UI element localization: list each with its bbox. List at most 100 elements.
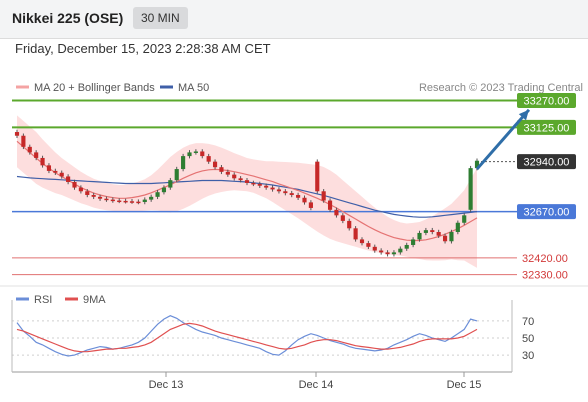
target-arrow-head: [518, 109, 529, 121]
candle-body-7: [59, 172, 64, 177]
candle-body-40: [270, 187, 275, 190]
candle-body-16: [117, 200, 122, 203]
candle-body-72: [474, 160, 480, 169]
legend-label-rsi: RSI: [34, 294, 52, 306]
candle-body-47: [315, 161, 320, 192]
candle-body-43: [289, 193, 294, 195]
target-arrow-shaft: [475, 108, 531, 171]
rsi-ma-line: [16, 322, 478, 353]
candle-body-31: [212, 161, 218, 168]
candle-body-28: [193, 151, 198, 153]
level-label-0: 33270.00: [524, 96, 570, 108]
candle-body-14: [104, 198, 109, 201]
chart-header: Nikkei 225 (OSE) 30 MIN: [0, 0, 588, 39]
candle-body-2: [27, 146, 32, 153]
rsi-tick-1: 50: [522, 333, 534, 345]
level-badge-3: [517, 204, 576, 220]
candle-body-44: [296, 194, 301, 198]
candle-body-37: [251, 182, 256, 185]
bollinger-band: [17, 115, 477, 268]
candle-body-50: [334, 209, 339, 216]
level-badge-1: [517, 119, 576, 135]
rsi-tick-0: 70: [522, 316, 534, 328]
level-label-4: 32420.00: [522, 253, 568, 265]
candle-body-48: [321, 191, 326, 201]
level-label-3: 32670.00: [524, 207, 570, 219]
legend-label-ma50: MA 50: [178, 82, 209, 94]
x-tick-label-0: Dec 13: [149, 379, 184, 391]
candle-body-4: [40, 157, 45, 166]
candle-body-71: [468, 168, 473, 210]
candle-body-12: [91, 194, 96, 197]
candle-body-35: [238, 178, 243, 181]
level-badge-2: [517, 154, 576, 170]
candle-body-10: [78, 187, 83, 192]
candle-body-59: [391, 252, 397, 255]
candle-body-18: [129, 201, 135, 203]
candle-body-32: [219, 167, 224, 172]
candle-body-22: [155, 192, 160, 197]
candle-body-41: [276, 189, 282, 192]
candle-body-62: [411, 239, 416, 245]
rsi-tick-2: 30: [522, 350, 534, 362]
watermark-text: Research © 2023 Trading Central: [419, 82, 583, 94]
candle-body-68: [449, 232, 454, 242]
candle-body-33: [225, 171, 230, 175]
candle-body-57: [379, 250, 384, 253]
candle-body-58: [385, 252, 390, 255]
x-tick-label-2: Dec 15: [447, 379, 482, 391]
level-label-5: 32330.00: [522, 270, 568, 282]
datetime-label: Friday, December 15, 2023 2:28:38 AM CET: [15, 41, 271, 56]
candle-body-20: [142, 199, 147, 203]
candle-body-5: [46, 165, 52, 171]
level-label-1: 33125.00: [524, 122, 570, 134]
candle-body-6: [53, 170, 58, 173]
candle-body-38: [257, 183, 262, 186]
candle-body-27: [187, 152, 192, 157]
candle-body-11: [85, 191, 90, 195]
candle-body-13: [97, 196, 103, 199]
candle-body-9: [72, 182, 77, 188]
candle-body-3: [34, 152, 39, 158]
candle-body-49: [327, 200, 333, 210]
candle-body-39: [264, 185, 269, 188]
level-label-2: 32940.00: [524, 157, 570, 169]
candle-body-65: [430, 230, 435, 233]
timeframe-button[interactable]: 30 MIN: [133, 7, 188, 29]
candle-body-24: [168, 180, 173, 188]
candle-body-52: [347, 220, 352, 229]
candle-body-19: [136, 201, 141, 204]
candle-body-66: [436, 232, 441, 236]
candle-body-21: [149, 196, 154, 200]
candle-body-53: [353, 228, 358, 240]
candle-body-55: [366, 243, 371, 247]
candle-body-51: [340, 215, 345, 221]
candle-body-64: [423, 230, 428, 233]
candle-body-45: [302, 197, 307, 203]
symbol-title: Nikkei 225 (OSE): [12, 10, 124, 26]
candle-body-8: [66, 176, 71, 183]
candle-body-61: [404, 244, 409, 249]
x-tick-label-1: Dec 14: [299, 379, 334, 391]
candle-body-15: [110, 199, 115, 202]
candle-body-26: [181, 156, 186, 170]
level-badge-0: [517, 93, 576, 109]
candle-body-60: [398, 248, 403, 253]
legend-label-9ma: 9MA: [83, 294, 106, 306]
candle-body-42: [283, 191, 288, 194]
legend-label-ma20: MA 20 + Bollinger Bands: [34, 82, 155, 94]
candle-body-29: [200, 151, 205, 157]
candle-body-56: [372, 246, 377, 251]
candle-body-54: [359, 239, 365, 244]
candle-body-36: [244, 180, 250, 183]
candle-body-1: [21, 135, 26, 147]
candle-body-23: [161, 187, 167, 193]
candle-body-70: [462, 215, 467, 223]
candle-body-46: [308, 202, 313, 208]
candle-body-17: [123, 200, 128, 203]
rsi-line: [16, 315, 478, 357]
candle-body-63: [417, 232, 422, 240]
candle-body-0: [14, 132, 20, 136]
candle-body-30: [206, 156, 211, 162]
